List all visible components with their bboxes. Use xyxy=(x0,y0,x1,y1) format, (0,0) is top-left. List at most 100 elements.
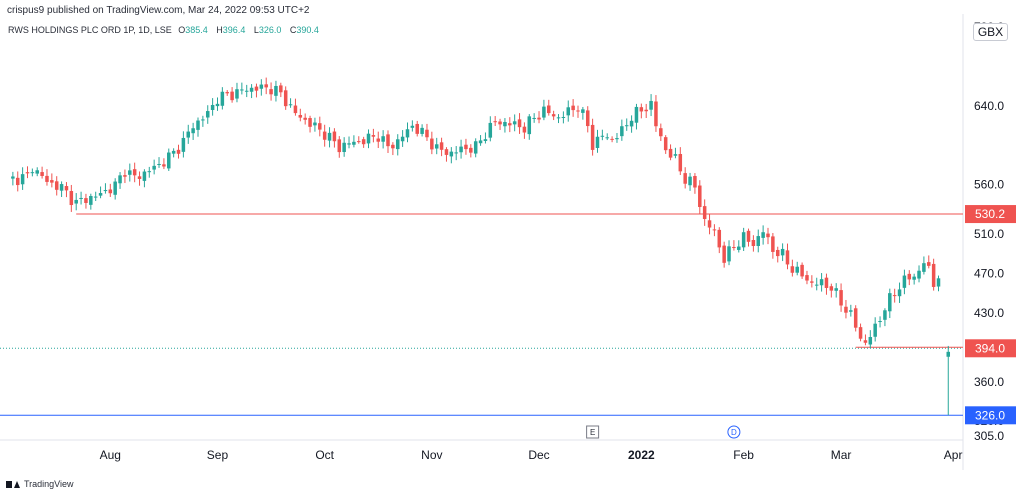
marker-label: E xyxy=(590,428,595,437)
x-tick-label: Mar xyxy=(831,448,852,462)
earnings-marker: E xyxy=(586,425,600,439)
candle-body xyxy=(244,90,249,92)
candle-body xyxy=(732,247,736,249)
price-tag-box xyxy=(965,406,1016,425)
candle xyxy=(522,122,527,139)
candle xyxy=(639,103,644,119)
candle xyxy=(108,183,113,197)
candle-body xyxy=(615,138,619,140)
price-tag-box xyxy=(965,339,1016,358)
candle xyxy=(888,288,892,319)
candle-body xyxy=(824,277,829,288)
publisher-text: crispus9 published on TradingView.com, M… xyxy=(7,5,310,16)
candle-body xyxy=(15,177,20,186)
candle-body xyxy=(902,275,907,288)
candle xyxy=(240,82,244,95)
candle xyxy=(707,213,712,235)
currency-button[interactable]: GBX xyxy=(973,23,1008,41)
y-tick-label: 430.0 xyxy=(974,306,1004,320)
candle xyxy=(254,83,259,98)
candle-body xyxy=(196,120,200,130)
candle-body xyxy=(892,295,897,297)
candle xyxy=(84,193,88,209)
candle xyxy=(20,167,25,190)
candle xyxy=(274,80,278,102)
candle-body xyxy=(673,154,678,156)
candle xyxy=(439,137,444,157)
last-candle-body xyxy=(946,351,951,357)
y-tick-label: 560.0 xyxy=(974,178,1004,192)
candle xyxy=(196,117,200,137)
candle-body xyxy=(313,122,317,126)
candle xyxy=(542,99,546,121)
candle xyxy=(337,136,342,158)
candle xyxy=(259,79,264,96)
candle xyxy=(142,169,147,188)
candle xyxy=(493,116,497,127)
candle-body xyxy=(761,232,765,238)
candle-body xyxy=(810,281,814,283)
candle xyxy=(927,255,931,269)
candle-body xyxy=(410,125,415,128)
candle xyxy=(303,113,307,125)
candle-body xyxy=(737,246,741,250)
candle-body xyxy=(215,103,220,107)
candle xyxy=(819,273,824,292)
candle xyxy=(771,233,775,259)
candle-body xyxy=(454,152,458,154)
candle xyxy=(288,98,293,108)
candle-body xyxy=(605,137,609,139)
candle xyxy=(746,228,751,247)
candle xyxy=(113,178,117,200)
candle xyxy=(327,127,332,148)
candle xyxy=(318,116,322,137)
candle-body xyxy=(931,263,936,287)
candle xyxy=(883,308,887,327)
candle-body xyxy=(819,279,824,286)
y-tick-label: 640.0 xyxy=(974,99,1004,113)
tradingview-logo-icon xyxy=(6,480,20,489)
candle-body xyxy=(888,293,892,312)
candle-body xyxy=(922,263,926,272)
candle-body xyxy=(702,206,707,219)
candle-body xyxy=(551,114,556,117)
candle-body xyxy=(318,123,322,130)
candle xyxy=(727,240,731,266)
candle-body xyxy=(132,169,137,176)
candle xyxy=(434,137,439,155)
candle xyxy=(683,167,687,189)
candle xyxy=(30,168,35,177)
candle-body xyxy=(927,262,931,266)
candle-body xyxy=(347,143,351,145)
candle xyxy=(357,136,361,144)
candle-body xyxy=(571,105,575,111)
candle-body xyxy=(547,105,551,114)
candle-body xyxy=(371,135,376,137)
candle xyxy=(444,147,449,162)
candle xyxy=(464,138,468,155)
candle xyxy=(737,240,741,253)
x-tick-label: Dec xyxy=(528,448,549,462)
candle-body xyxy=(488,122,493,138)
candle xyxy=(205,105,210,124)
candle xyxy=(11,171,15,186)
candle-body xyxy=(113,181,117,195)
candle xyxy=(702,199,707,226)
x-tick-label: Nov xyxy=(421,448,442,462)
candle-body xyxy=(853,308,858,328)
candle xyxy=(79,191,83,205)
candle-body xyxy=(444,149,449,155)
candle xyxy=(644,103,648,119)
candle-body xyxy=(386,134,390,147)
candle-body xyxy=(332,131,337,142)
last-candle xyxy=(946,345,951,416)
candle xyxy=(556,114,561,124)
price-tag-label: 394.0 xyxy=(975,341,1005,355)
candle xyxy=(547,99,551,116)
candle xyxy=(780,243,785,262)
candle-body xyxy=(805,275,809,281)
candle-body xyxy=(439,142,444,150)
candle xyxy=(308,115,312,133)
candle xyxy=(45,169,49,186)
